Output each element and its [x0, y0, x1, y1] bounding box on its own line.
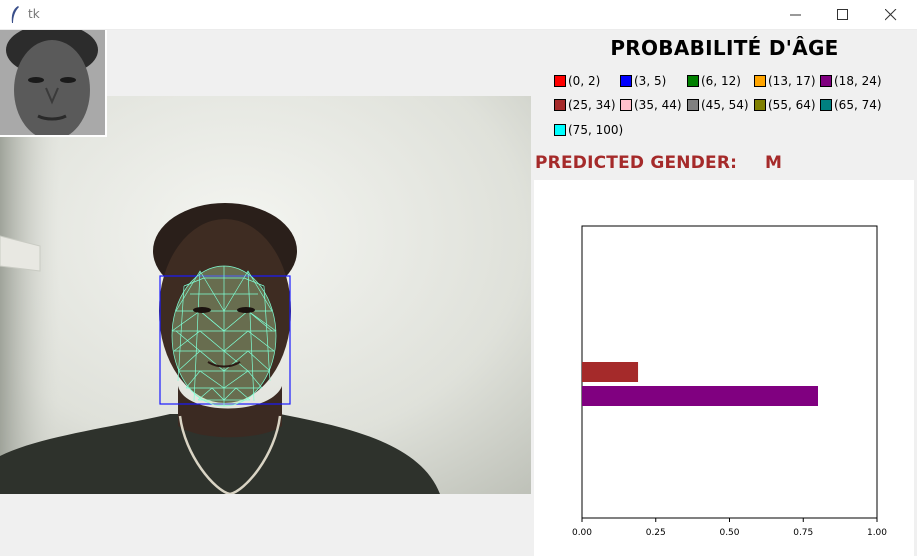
age-probability-chart: 0.00 0.25 0.50 0.75 1.00 [534, 180, 914, 556]
legend-label: (55, 64) [768, 98, 816, 112]
legend-label: (6, 12) [701, 74, 741, 88]
chart-svg: 0.00 0.25 0.50 0.75 1.00 [572, 225, 887, 538]
maximize-icon [837, 9, 848, 20]
chart-bar [582, 386, 818, 406]
x-tick-label: 0.00 [572, 528, 592, 538]
legend-swatch [687, 99, 699, 111]
legend-swatch [620, 99, 632, 111]
legend-swatch [554, 75, 566, 87]
maximize-button[interactable] [820, 0, 866, 30]
x-tick-label: 0.25 [646, 528, 666, 538]
legend-label: (13, 17) [768, 74, 816, 88]
legend-label: (35, 44) [634, 98, 682, 112]
window-title-bar: tk [0, 0, 917, 30]
legend-swatch [820, 75, 832, 87]
legend-label: (65, 74) [834, 98, 882, 112]
legend-swatch [820, 99, 832, 111]
legend-swatch [554, 124, 566, 136]
minimize-icon [790, 14, 801, 16]
predicted-gender-label: PREDICTED GENDER: [535, 153, 738, 173]
close-button[interactable] [868, 0, 914, 30]
legend-label: (25, 34) [568, 98, 616, 112]
x-tick-label: 0.50 [719, 528, 739, 538]
legend-label: (18, 24) [834, 74, 882, 88]
close-icon [885, 9, 897, 21]
legend-swatch [687, 75, 699, 87]
predicted-gender-value: M [765, 153, 782, 173]
minimize-button[interactable] [773, 0, 819, 30]
chart-bar [582, 362, 639, 382]
tk-feather-icon [11, 6, 19, 23]
legend-swatch [554, 99, 566, 111]
camera-feed [0, 96, 531, 494]
legend-label: (75, 100) [568, 123, 624, 137]
x-tick-label: 0.75 [793, 528, 813, 538]
legend-swatch [754, 75, 766, 87]
window-title: tk [28, 7, 40, 21]
legend-swatch [754, 99, 766, 111]
legend-label: (0, 2) [568, 74, 601, 88]
legend-swatch [620, 75, 632, 87]
legend-label: (45, 54) [701, 98, 749, 112]
age-probability-title: PROBABILITÉ D'ÂGE [610, 36, 839, 60]
x-tick-label: 1.00 [867, 528, 887, 538]
legend-label: (3, 5) [634, 74, 667, 88]
face-thumbnail [0, 30, 107, 137]
